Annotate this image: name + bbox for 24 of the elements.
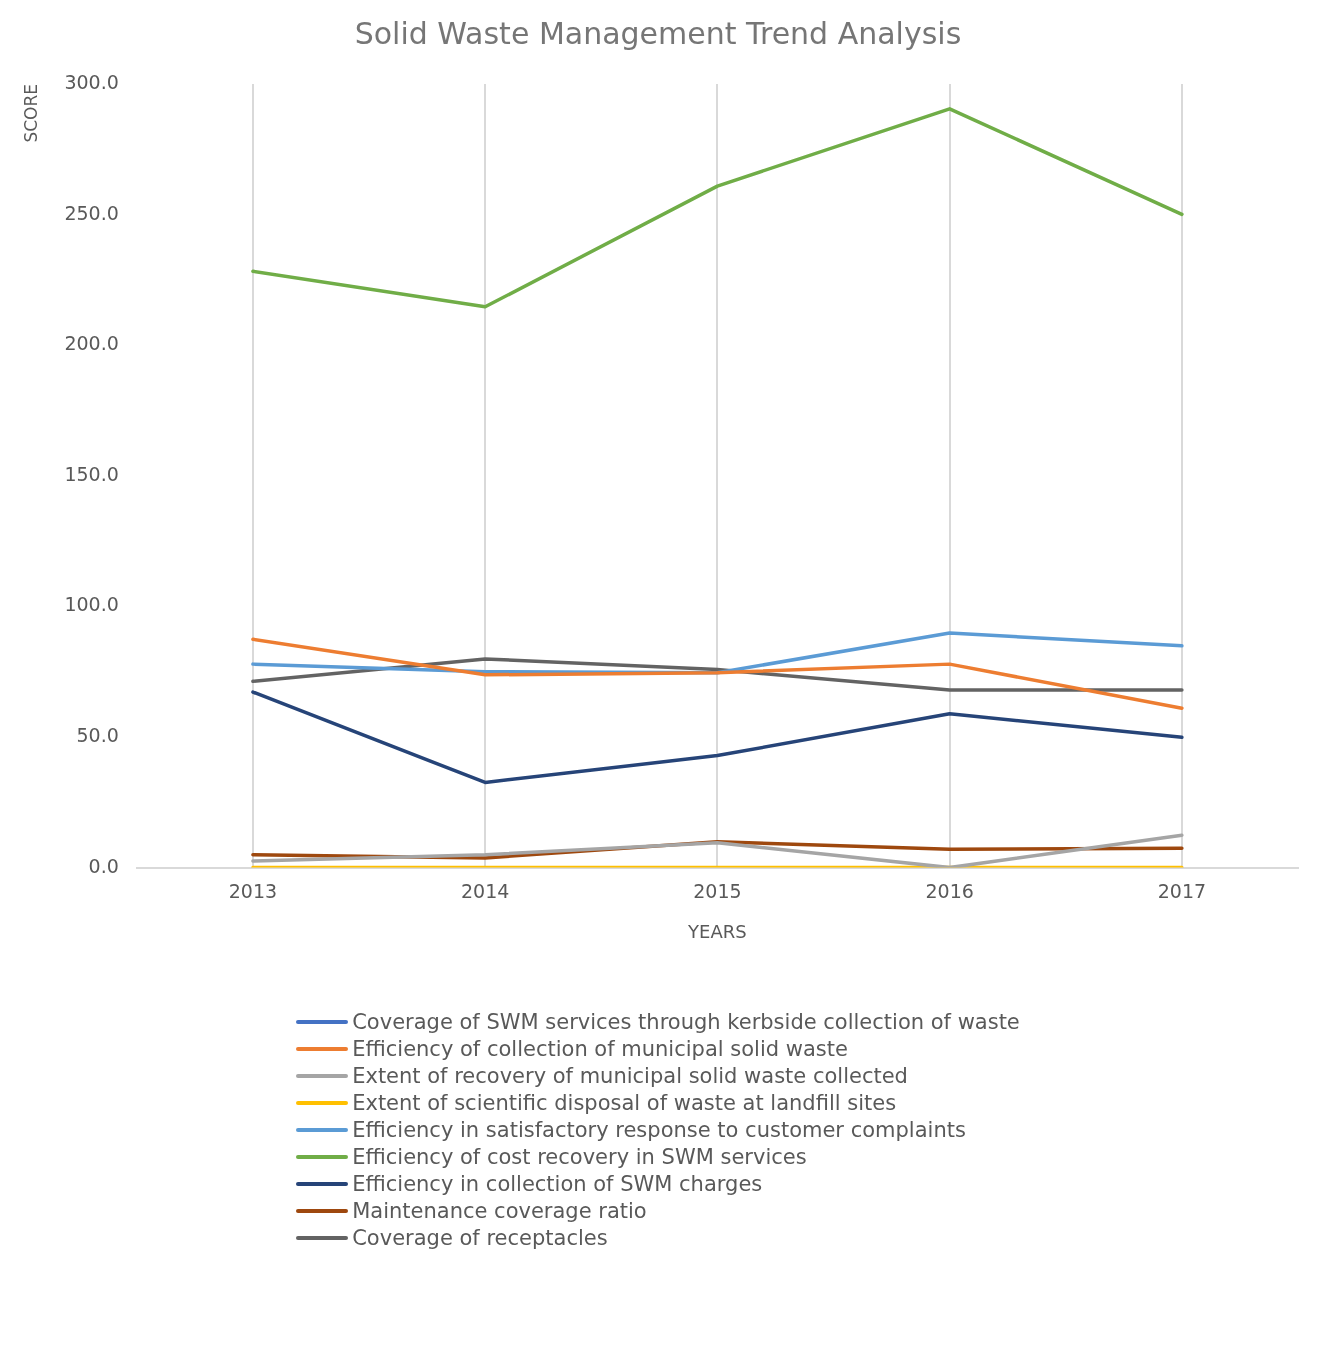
y-axis-title: SCORE (20, 84, 41, 143)
legend-label: Efficiency in collection of SWM charges (352, 1171, 763, 1196)
x-tick-label: 2017 (1157, 879, 1207, 902)
x-tick-label: 2016 (925, 879, 974, 902)
y-tick-label: 50.0 (76, 723, 119, 746)
legend-label: Maintenance coverage ratio (352, 1198, 647, 1223)
y-tick-label: 300.0 (64, 70, 119, 93)
y-tick-label: 100.0 (64, 593, 119, 616)
legend-label: Coverage of SWM services through kerbside collection of waste (352, 1009, 1020, 1034)
legend-label: Efficiency of collection of municipal solid waste (352, 1036, 848, 1061)
legend-label: Coverage of receptacles (352, 1225, 608, 1250)
legend-label: Efficiency in satisfactory response to customer complaints (352, 1117, 966, 1142)
legend-label: Efficiency of cost recovery in SWM services (352, 1144, 807, 1169)
y-tick-label: 0.0 (88, 854, 119, 877)
y-tick-label: 200.0 (64, 332, 119, 355)
x-tick-label: 2015 (693, 879, 742, 902)
y-tick-label: 150.0 (64, 462, 119, 485)
x-axis-title: YEARS (687, 920, 747, 942)
x-tick-label: 2014 (460, 879, 510, 902)
legend-label: Extent of recovery of municipal solid waste collected (352, 1063, 908, 1088)
legend-label: Extent of scientific disposal of waste at landfill sites (352, 1090, 897, 1115)
y-tick-label: 250.0 (64, 201, 119, 224)
x-tick-label: 2013 (228, 879, 278, 902)
chart-title: Solid Waste Management Trend Analysis (354, 15, 962, 51)
